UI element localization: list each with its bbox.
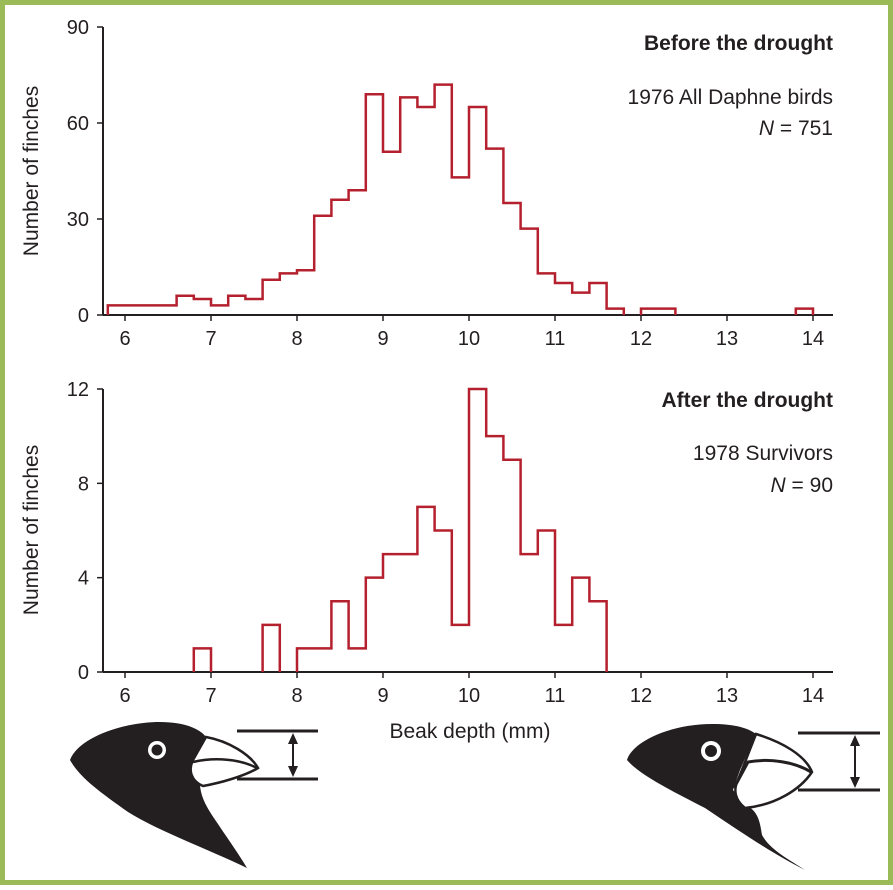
top-y-tick-label: 90 xyxy=(67,17,89,39)
bottom-histogram-bar xyxy=(417,507,434,672)
bottom-ylabel: Number of finches xyxy=(20,445,43,615)
bottom-y-tick-label: 4 xyxy=(78,568,89,590)
bottom-histogram-bar xyxy=(538,531,555,673)
bottom-histogram-bar xyxy=(589,601,606,672)
bottom-title: After the drought xyxy=(662,389,833,412)
bottom-y-tick-label: 8 xyxy=(78,473,89,495)
bottom-histogram-bar xyxy=(486,436,503,672)
top-histogram-bar xyxy=(108,305,125,315)
top-histogram-bar xyxy=(607,309,624,315)
top-histogram-bar xyxy=(503,203,520,315)
bottom-n-value: = 90 xyxy=(786,474,833,497)
top-histogram-bar xyxy=(486,149,503,315)
top-histogram-bar xyxy=(331,200,348,315)
bottom-histogram-bar xyxy=(366,578,383,672)
top-y-tick-label: 30 xyxy=(67,209,89,231)
bottom-histogram-bar xyxy=(400,554,417,672)
top-x-tick-label: 8 xyxy=(291,328,302,350)
top-x-tick-label: 11 xyxy=(545,328,566,350)
bottom-histogram-bar xyxy=(452,625,469,672)
bottom-y-tick-label: 12 xyxy=(67,379,89,401)
top-y-tick-label: 0 xyxy=(78,305,89,327)
top-histogram-bar xyxy=(417,107,434,315)
top-histogram-bar xyxy=(400,97,417,315)
top-histogram-bar xyxy=(641,309,658,315)
top-x-tick-label: 12 xyxy=(630,328,652,350)
bottom-x-tick-label: 13 xyxy=(716,685,738,707)
top-n-label: N = 751 xyxy=(759,117,833,140)
top-subtitle: 1976 All Daphne birds xyxy=(628,86,833,109)
bottom-histogram-bar xyxy=(469,389,486,672)
bottom-x-tick-label: 7 xyxy=(205,685,216,707)
top-histogram-bar xyxy=(228,296,245,315)
top-title: Before the drought xyxy=(644,32,833,55)
bottom-y-tick-label: 0 xyxy=(78,662,89,684)
top-histogram-bar xyxy=(125,305,142,315)
bottom-histogram-bar xyxy=(521,554,538,672)
bottom-histogram-bar xyxy=(263,625,280,672)
top-histogram-bar xyxy=(572,293,589,315)
large-beak-finch-head-icon xyxy=(627,724,814,870)
top-histogram-outline xyxy=(106,83,815,315)
top-histogram-bar xyxy=(263,280,280,315)
bottom-histogram-bar xyxy=(383,554,400,672)
bottom-histogram-bar xyxy=(572,578,589,672)
top-histogram-bar xyxy=(435,85,452,315)
top-histogram-bar xyxy=(383,152,400,315)
top-x-tick-label: 6 xyxy=(119,328,130,350)
bottom-histogram-bar xyxy=(503,460,520,672)
bottom-histogram-bar xyxy=(297,648,314,672)
top-histogram-bar xyxy=(555,283,572,315)
top-histogram-bar xyxy=(211,305,228,315)
top-histogram-bar xyxy=(245,299,262,315)
bottom-x-tick-label: 12 xyxy=(630,685,652,707)
top-histogram-bar xyxy=(538,273,555,315)
bottom-x-tick-label: 14 xyxy=(802,685,824,707)
top-histogram-bar xyxy=(658,309,675,315)
top-y-tick-label: 60 xyxy=(67,113,89,135)
bottom-x-tick-label: 11 xyxy=(545,685,566,707)
bottom-x-tick-label: 6 xyxy=(119,685,130,707)
top-histogram-bar xyxy=(280,273,297,315)
top-histogram-bar xyxy=(796,309,813,315)
large-beak-depth-measure xyxy=(798,731,880,792)
top-histogram-bar xyxy=(366,94,383,315)
top-x-tick-label: 10 xyxy=(458,328,480,350)
bottom-histogram-bar xyxy=(194,648,211,672)
bottom-histogram-bar xyxy=(435,531,452,673)
top-n-value: = 751 xyxy=(774,117,833,140)
top-x-tick-label: 9 xyxy=(377,328,388,350)
bottom-n-var: N xyxy=(771,474,787,497)
top-histogram-bar xyxy=(159,305,176,315)
bottom-subtitle: 1978 Survivors xyxy=(693,442,833,465)
top-x-tick-label: 13 xyxy=(716,328,738,350)
top-x-tick-label: 14 xyxy=(802,328,824,350)
bottom-histogram-outline xyxy=(192,387,608,672)
top-histogram-bar xyxy=(521,229,538,315)
small-beak-depth-measure xyxy=(237,729,318,781)
top-histogram-bar xyxy=(314,216,331,315)
bottom-histogram-bar xyxy=(349,648,366,672)
top-histogram-bar xyxy=(452,177,469,315)
bottom-histogram-bar xyxy=(314,648,331,672)
bottom-x-tick-label: 8 xyxy=(291,685,302,707)
top-x-tick-label: 7 xyxy=(205,328,216,350)
top-ylabel: Number of finches xyxy=(20,86,43,256)
bottom-x-tick-label: 10 xyxy=(458,685,480,707)
bottom-histogram-bar xyxy=(331,601,348,672)
top-histogram-bar xyxy=(349,190,366,315)
small-beak-finch-head-icon xyxy=(70,722,260,868)
bottom-n-label: N = 90 xyxy=(771,474,833,497)
top-histogram-bar xyxy=(177,296,194,315)
top-n-var: N xyxy=(759,117,775,140)
top-histogram-bar xyxy=(194,299,211,315)
top-histogram-bar xyxy=(469,107,486,315)
bottom-histogram-bar xyxy=(555,625,572,672)
top-histogram-bar xyxy=(142,305,159,315)
bottom-x-tick-label: 9 xyxy=(377,685,388,707)
top-histogram-bar xyxy=(297,270,314,315)
x-axis-label: Beak depth (mm) xyxy=(389,720,550,743)
top-histogram-bar xyxy=(589,283,606,315)
